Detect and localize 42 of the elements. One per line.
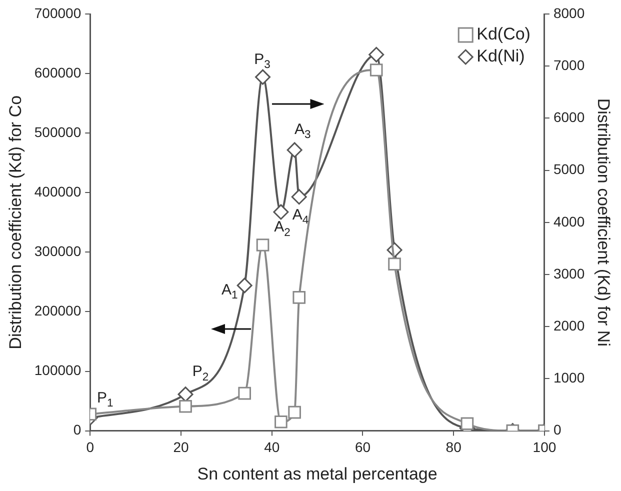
- point: [255, 69, 271, 85]
- y2-tick-label: 6000: [553, 109, 585, 126]
- point: [368, 46, 384, 62]
- legend-label: Kd(Co): [476, 24, 530, 44]
- y2-tick-label: 2000: [553, 317, 585, 334]
- x-tick-label: 60: [354, 439, 371, 456]
- point: [236, 278, 252, 294]
- y-tick-label: 700000: [34, 4, 82, 21]
- legend-label: Kd(Ni): [476, 46, 525, 66]
- y2-tick-label: 1000: [553, 370, 585, 386]
- x-tick-label: 80: [446, 439, 462, 456]
- y2-tick-label: 4000: [553, 213, 585, 230]
- y2-tick-label: 0: [553, 422, 562, 438]
- y-tick-label: 300000: [34, 243, 82, 260]
- point: [370, 64, 383, 76]
- point: [388, 258, 401, 270]
- point: [288, 406, 301, 419]
- y-tick-label: 200000: [34, 302, 82, 319]
- y2-tick-label: 8000: [553, 4, 585, 21]
- y-tick-label: 500000: [34, 124, 82, 140]
- y-tick-label: 0: [73, 422, 82, 438]
- x-tick-label: 40: [264, 439, 280, 456]
- y-axis-title: Distribution coefficient (Kd) for Co: [6, 95, 25, 350]
- point: [274, 415, 288, 428]
- y2-tick-label: 3000: [553, 265, 585, 282]
- point: [286, 142, 302, 158]
- x-tick-label: 100: [532, 439, 556, 456]
- point: [291, 189, 307, 205]
- point: [238, 386, 251, 400]
- x-tick-label: 0: [86, 439, 94, 456]
- y-tick-label: 600000: [34, 64, 82, 80]
- point: [292, 291, 306, 304]
- point: [273, 204, 289, 220]
- point: [179, 400, 192, 413]
- y-tick-label: 400000: [34, 183, 82, 200]
- x-tick-label: 20: [173, 439, 189, 456]
- x-axis-title: Sn content as metal percentage: [197, 464, 438, 484]
- point: [256, 238, 270, 252]
- y2-axis-title: Distribution coefficient (Kd) for Ni: [594, 98, 614, 346]
- y2-tick-label: 5000: [553, 161, 585, 178]
- y-tick-label: 100000: [34, 362, 82, 378]
- y2-tick-label: 7000: [553, 56, 585, 73]
